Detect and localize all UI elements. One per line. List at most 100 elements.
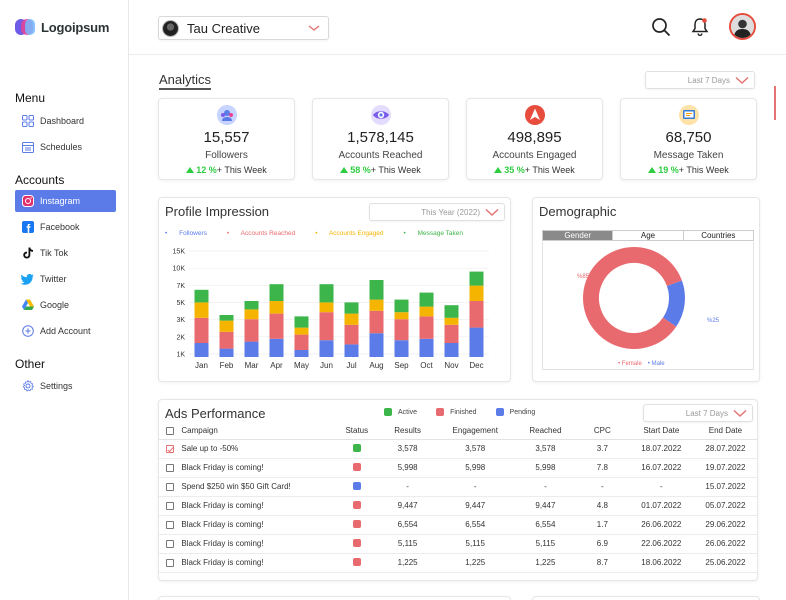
bell-icon[interactable]	[690, 17, 710, 37]
bar-segment[interactable]	[369, 299, 384, 311]
column-header[interactable]: Results	[379, 422, 436, 440]
bar-segment[interactable]	[194, 289, 209, 303]
row-checkbox[interactable]	[166, 463, 175, 472]
bar-segment[interactable]	[469, 271, 484, 286]
sidebar-item-label: Google	[40, 300, 70, 310]
bar-segment[interactable]	[269, 338, 284, 357]
bar-segment[interactable]	[219, 320, 234, 332]
bar-segment[interactable]	[219, 348, 234, 357]
bar-segment[interactable]	[294, 327, 309, 335]
bar-segment[interactable]	[369, 280, 384, 300]
bar-segment[interactable]	[419, 306, 434, 317]
bar-segment[interactable]	[269, 284, 284, 301]
row-checkbox[interactable]	[166, 520, 175, 529]
bar-segment[interactable]	[344, 324, 359, 345]
row-checkbox[interactable]	[166, 501, 175, 510]
bar-segment[interactable]	[294, 334, 309, 350]
sidebar-item-add-account[interactable]: Add Account	[15, 320, 116, 342]
bar-segment[interactable]	[369, 333, 384, 357]
select-all-checkbox[interactable]	[166, 426, 175, 435]
bar-segment[interactable]	[344, 302, 359, 314]
impression-period-select[interactable]: This Year (2022)	[369, 203, 505, 221]
donut-slice-female[interactable]	[579, 243, 689, 353]
bar-segment[interactable]	[319, 340, 334, 357]
table-row[interactable]: Black Friday is coming! 5,998 5,998 5,998 7.…	[159, 458, 757, 478]
status-indicator	[352, 462, 361, 471]
scrollbar-thumb[interactable]	[774, 86, 776, 120]
bar-segment[interactable]	[469, 327, 484, 357]
bar-segment[interactable]	[194, 317, 209, 343]
table-row[interactable]: Sale up to -50% 3,578 3,578 3,578 3.7 18.07.2…	[159, 439, 757, 459]
tab-age[interactable]: Age	[613, 231, 684, 240]
table-row[interactable]: Black Friday is coming! 5,115 5,115 5,115 6.…	[159, 534, 757, 554]
column-header[interactable]: CPC	[575, 422, 629, 440]
column-header[interactable]: Campaign	[181, 422, 334, 440]
tab-gender[interactable]: Gender	[543, 231, 614, 240]
bar-segment[interactable]	[444, 324, 459, 343]
column-header[interactable]: Reached	[514, 422, 576, 440]
row-checkbox[interactable]	[166, 539, 175, 548]
bar-segment[interactable]	[244, 301, 259, 310]
sidebar-item-twitter[interactable]: Twitter	[15, 268, 116, 290]
table-row[interactable]: Black Friday is coming! 9,447 9,447 9,447 4.…	[159, 496, 757, 516]
analytics-period-select[interactable]: Last 7 Days	[645, 71, 755, 89]
row-checkbox[interactable]	[166, 558, 175, 567]
bar-segment[interactable]	[444, 317, 459, 325]
column-header[interactable]: Start Date	[628, 422, 694, 440]
sidebar-item-tiktok[interactable]: Tik Tok	[15, 242, 116, 264]
bar-segment[interactable]	[269, 301, 284, 314]
bar-segment[interactable]	[394, 340, 409, 357]
bar-segment[interactable]	[469, 301, 484, 328]
bar-segment[interactable]	[394, 312, 409, 320]
gender-donut-chart: %85 %25	[542, 242, 754, 370]
bar-segment[interactable]	[294, 350, 309, 357]
bar-segment[interactable]	[469, 285, 484, 301]
bar-segment[interactable]	[419, 292, 434, 307]
reached-cell: 3,578	[514, 439, 576, 459]
bar-segment[interactable]	[219, 315, 234, 321]
column-header[interactable]: Status	[333, 422, 380, 440]
bar-segment[interactable]	[319, 302, 334, 313]
tab-countries[interactable]: Countries	[701, 231, 736, 240]
bar-segment[interactable]	[444, 343, 459, 357]
column-header[interactable]: End Date	[693, 422, 757, 440]
account-selector[interactable]: Tau Creative	[158, 16, 329, 40]
bar-segment[interactable]	[369, 310, 384, 334]
end-date-cell: 29.06.2022	[693, 515, 757, 535]
bar-segment[interactable]	[269, 313, 284, 339]
row-select-cell	[159, 515, 182, 535]
bar-segment[interactable]	[194, 343, 209, 357]
row-checkbox[interactable]	[166, 444, 175, 453]
table-row[interactable]: Black Friday is coming! 1,225 1,225 1,225 8.…	[159, 553, 757, 573]
bar-segment[interactable]	[319, 284, 334, 303]
logo[interactable]: Logoipsum	[15, 18, 109, 36]
sidebar-item-facebook[interactable]: Facebook	[15, 216, 116, 238]
table-row[interactable]: Spend $250 win $50 Gift Card! - - - - -15.07.…	[159, 477, 757, 497]
bar-segment[interactable]	[344, 313, 359, 325]
sidebar-item-schedules[interactable]: Schedules	[15, 136, 116, 158]
sidebar-item-google[interactable]: Google	[15, 294, 116, 316]
search-icon[interactable]	[651, 17, 671, 37]
bar-segment[interactable]	[244, 319, 259, 342]
bar-segment[interactable]	[394, 299, 409, 313]
column-header[interactable]: Engagement	[435, 422, 515, 440]
sidebar-item-dashboard[interactable]: Dashboard	[15, 110, 116, 132]
bar-segment[interactable]	[444, 305, 459, 318]
ads-period-select[interactable]: Last 7 Days	[643, 404, 753, 422]
bar-segment[interactable]	[194, 302, 209, 318]
row-checkbox[interactable]	[166, 482, 175, 491]
bar-segment[interactable]	[219, 331, 234, 349]
sidebar-item-instagram[interactable]: Instagram	[15, 190, 116, 212]
bar-segment[interactable]	[244, 309, 259, 320]
table-row[interactable]: Black Friday is coming! 6,554 6,554 6,554 1.…	[159, 515, 757, 535]
bar-segment[interactable]	[244, 341, 259, 357]
bar-segment[interactable]	[419, 338, 434, 357]
bar-segment[interactable]	[294, 316, 309, 328]
bar-segment[interactable]	[394, 319, 409, 341]
bar-segment[interactable]	[419, 316, 434, 339]
bar-segment[interactable]	[344, 344, 359, 357]
profile-impression-card: Profile Impression This Year (2022) • Fo…	[158, 197, 511, 382]
sidebar-item-settings[interactable]: Settings	[15, 375, 116, 397]
user-avatar[interactable]	[729, 13, 756, 40]
bar-segment[interactable]	[319, 312, 334, 341]
